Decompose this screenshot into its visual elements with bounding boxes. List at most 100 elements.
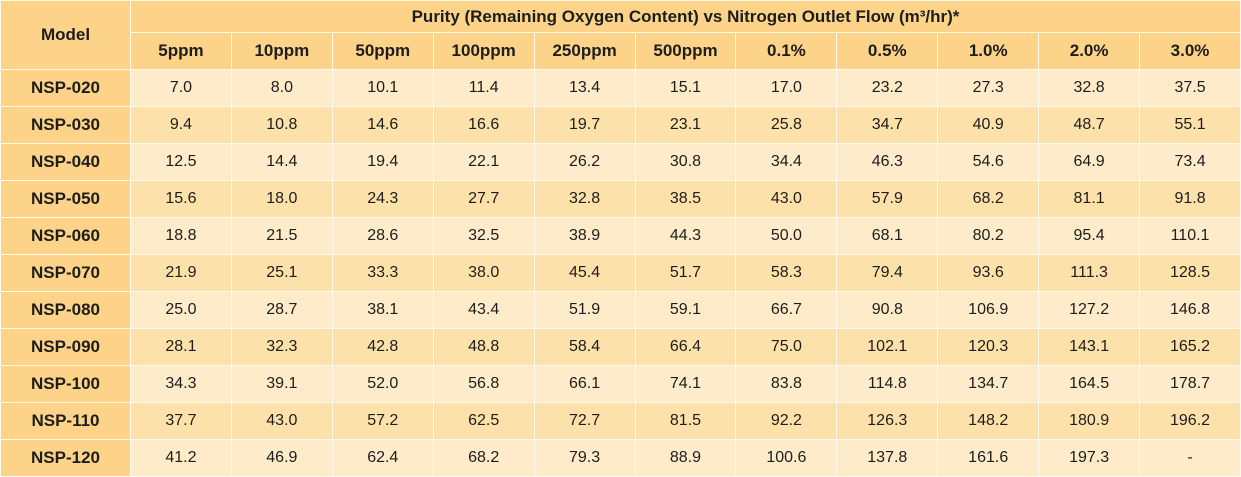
column-header: 10ppm — [230, 32, 333, 70]
model-cell: NSP-080 — [0, 291, 131, 329]
flow-value-cell: 196.2 — [1139, 402, 1241, 440]
flow-value-cell: 90.8 — [836, 291, 939, 329]
flow-value-cell: 7.0 — [130, 69, 232, 107]
flow-value-cell: 14.4 — [230, 143, 333, 181]
column-header: 0.5% — [836, 32, 939, 70]
flow-value-cell: 25.0 — [130, 291, 232, 329]
flow-value-cell: 28.7 — [230, 291, 333, 329]
table-row: NSP-040 12.5 14.4 19.4 22.1 26.2 30.8 34.4 46.3 5… — [0, 143, 1241, 181]
flow-value-cell: 44.3 — [634, 217, 737, 255]
flow-value-cell: 33.3 — [331, 254, 434, 292]
model-cell: NSP-100 — [0, 365, 131, 403]
flow-value-cell: 21.5 — [230, 217, 333, 255]
flow-value-cell: 16.6 — [432, 106, 535, 144]
table-row: NSP-100 34.3 39.1 52.0 56.8 66.1 74.1 83.8 114.8… — [0, 365, 1241, 403]
column-header: 500ppm — [634, 32, 737, 70]
flow-value-cell: 38.9 — [533, 217, 636, 255]
flow-value-cell: 164.5 — [1038, 365, 1141, 403]
table-row: NSP-090 28.1 32.3 42.8 48.8 58.4 66.4 75.0 102.1… — [0, 328, 1241, 366]
flow-value-cell: 13.4 — [533, 69, 636, 107]
flow-value-cell: 28.6 — [331, 217, 434, 255]
column-header: 250ppm — [533, 32, 636, 70]
flow-value-cell: 134.7 — [937, 365, 1040, 403]
flow-value-cell: 197.3 — [1038, 439, 1141, 477]
flow-value-cell: 83.8 — [735, 365, 838, 403]
model-cell: NSP-040 — [0, 143, 131, 181]
model-header: Model — [0, 0, 131, 70]
flow-value-cell: 10.8 — [230, 106, 333, 144]
flow-value-cell: 23.1 — [634, 106, 737, 144]
table-row: NSP-110 37.7 43.0 57.2 62.5 72.7 81.5 92.2 126.3… — [0, 402, 1241, 440]
flow-value-cell: 42.8 — [331, 328, 434, 366]
column-header: 1.0% — [937, 32, 1040, 70]
model-cell: NSP-050 — [0, 180, 131, 218]
table-row: NSP-070 21.9 25.1 33.3 38.0 45.4 51.7 58.3 79.4 9… — [0, 254, 1241, 292]
flow-value-cell: 66.1 — [533, 365, 636, 403]
flow-value-cell: 59.1 — [634, 291, 737, 329]
flow-value-cell: 30.8 — [634, 143, 737, 181]
column-header: 100ppm — [432, 32, 535, 70]
flow-value-cell: 66.7 — [735, 291, 838, 329]
flow-value-cell: 51.9 — [533, 291, 636, 329]
model-cell: NSP-020 — [0, 69, 131, 107]
table-row: NSP-060 18.8 21.5 28.6 32.5 38.9 44.3 50.0 68.1 8… — [0, 217, 1241, 255]
flow-value-cell: 180.9 — [1038, 402, 1141, 440]
column-header: 50ppm — [331, 32, 434, 70]
flow-value-cell: 37.5 — [1139, 69, 1241, 107]
flow-value-cell: 34.7 — [836, 106, 939, 144]
flow-value-cell: 24.3 — [331, 180, 434, 218]
flow-value-cell: 11.4 — [432, 69, 535, 107]
table-row: NSP-030 9.4 10.8 14.6 16.6 19.7 23.1 25.8 34.7 40… — [0, 106, 1241, 144]
flow-value-cell: 32.5 — [432, 217, 535, 255]
flow-value-cell: 72.7 — [533, 402, 636, 440]
flow-value-cell: 14.6 — [331, 106, 434, 144]
flow-value-cell: - — [1139, 439, 1241, 477]
flow-value-cell: 22.1 — [432, 143, 535, 181]
flow-value-cell: 18.8 — [130, 217, 232, 255]
flow-value-cell: 110.1 — [1139, 217, 1241, 255]
flow-value-cell: 64.9 — [1038, 143, 1141, 181]
flow-value-cell: 93.6 — [937, 254, 1040, 292]
flow-value-cell: 51.7 — [634, 254, 737, 292]
flow-value-cell: 15.1 — [634, 69, 737, 107]
flow-value-cell: 43.0 — [230, 402, 333, 440]
table-row: NSP-020 7.0 8.0 10.1 11.4 13.4 15.1 17.0 23.2 27.… — [0, 69, 1241, 107]
flow-value-cell: 21.9 — [130, 254, 232, 292]
flow-value-cell: 38.0 — [432, 254, 535, 292]
flow-value-cell: 62.5 — [432, 402, 535, 440]
flow-value-cell: 74.1 — [634, 365, 737, 403]
flow-value-cell: 161.6 — [937, 439, 1040, 477]
flow-value-cell: 68.1 — [836, 217, 939, 255]
flow-value-cell: 56.8 — [432, 365, 535, 403]
flow-value-cell: 45.4 — [533, 254, 636, 292]
flow-value-cell: 32.8 — [533, 180, 636, 218]
flow-value-cell: 79.3 — [533, 439, 636, 477]
flow-value-cell: 111.3 — [1038, 254, 1141, 292]
flow-value-cell: 79.4 — [836, 254, 939, 292]
flow-value-cell: 68.2 — [937, 180, 1040, 218]
flow-value-cell: 9.4 — [130, 106, 232, 144]
flow-value-cell: 27.3 — [937, 69, 1040, 107]
flow-value-cell: 46.9 — [230, 439, 333, 477]
flow-value-cell: 25.8 — [735, 106, 838, 144]
flow-value-cell: 27.7 — [432, 180, 535, 218]
flow-value-cell: 32.8 — [1038, 69, 1141, 107]
flow-value-cell: 26.2 — [533, 143, 636, 181]
flow-value-cell: 52.0 — [331, 365, 434, 403]
flow-value-cell: 39.1 — [230, 365, 333, 403]
flow-value-cell: 34.4 — [735, 143, 838, 181]
flow-value-cell: 38.1 — [331, 291, 434, 329]
flow-value-cell: 62.4 — [331, 439, 434, 477]
flow-value-cell: 58.4 — [533, 328, 636, 366]
flow-value-cell: 50.0 — [735, 217, 838, 255]
flow-value-cell: 15.6 — [130, 180, 232, 218]
flow-value-cell: 137.8 — [836, 439, 939, 477]
flow-value-cell: 48.8 — [432, 328, 535, 366]
flow-value-cell: 100.6 — [735, 439, 838, 477]
flow-value-cell: 19.4 — [331, 143, 434, 181]
flow-value-cell: 8.0 — [230, 69, 333, 107]
table-row: NSP-120 41.2 46.9 62.4 68.2 79.3 88.9 100.6 137.… — [0, 439, 1241, 477]
flow-value-cell: 92.2 — [735, 402, 838, 440]
flow-value-cell: 66.4 — [634, 328, 737, 366]
flow-value-cell: 68.2 — [432, 439, 535, 477]
